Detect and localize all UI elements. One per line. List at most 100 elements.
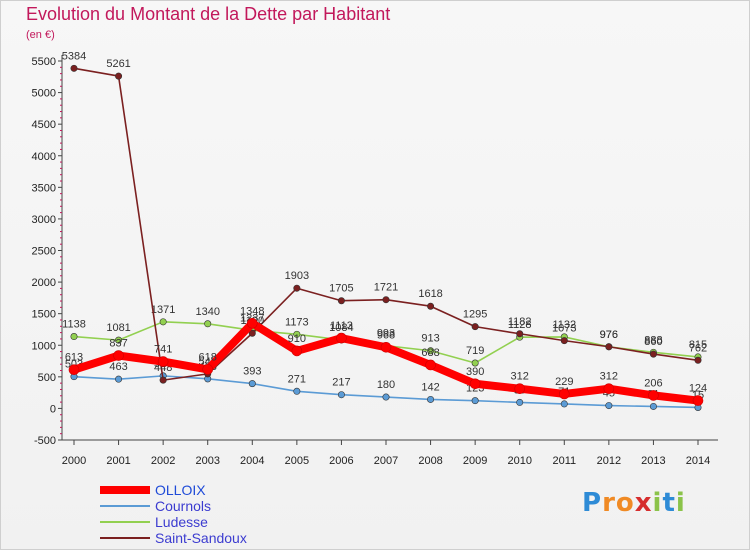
data-label-saint-sandoux-14: 762	[689, 342, 707, 354]
data-label-ludesse-11: 1132	[552, 319, 576, 331]
point-saint-sandoux-11	[560, 337, 568, 345]
data-label-olloix-4: 1348	[240, 305, 264, 317]
data-label-ludesse-3: 1340	[195, 306, 219, 318]
point-saint-sandoux-4	[248, 329, 256, 337]
point-olloix-1	[113, 350, 124, 361]
data-label-ludesse-10: 1128	[508, 319, 532, 331]
data-label-ludesse-0: 1138	[62, 319, 86, 331]
point-olloix-4	[246, 317, 258, 329]
data-label-olloix-5: 910	[288, 333, 306, 345]
data-label-saint-sandoux-0: 5384	[62, 50, 86, 62]
point-olloix-2	[157, 356, 169, 367]
data-label-saint-sandoux-5: 1903	[285, 270, 309, 282]
x-tick-label-4: 2004	[240, 455, 264, 467]
point-cournols-1	[115, 375, 123, 383]
data-label-saint-sandoux-1: 5261	[106, 58, 130, 70]
data-label-cournols-1: 463	[109, 361, 127, 373]
data-label-olloix-1: 837	[109, 338, 127, 350]
chart-title: Evolution du Montant de la Dette par Hab…	[26, 4, 391, 24]
data-label-cournols-4: 393	[243, 366, 261, 378]
data-label-cournols-6: 217	[332, 377, 350, 389]
legend-label-olloix: OLLOIX	[155, 482, 206, 498]
point-saint-sandoux-8	[427, 302, 435, 310]
x-tick-label-2: 2002	[151, 455, 175, 467]
point-cournols-4	[248, 380, 256, 388]
legend-swatch-olloix	[100, 486, 150, 494]
legend-item-saint-sandoux: Saint-Sandoux	[100, 530, 320, 546]
data-label-saint-sandoux-12: 976	[600, 329, 618, 341]
x-tick-label-6: 2006	[329, 455, 353, 467]
point-olloix-6	[336, 332, 347, 344]
data-label-ludesse-9: 719	[466, 345, 484, 357]
point-cournols-12	[605, 402, 613, 410]
x-tick-label-11: 2011	[552, 455, 576, 467]
legend-label-cournols: Cournols	[155, 498, 212, 514]
data-label-olloix-9: 390	[466, 366, 484, 378]
point-olloix-11	[558, 388, 570, 400]
point-saint-sandoux-6	[337, 297, 345, 305]
legend-swatch-saint-sandoux	[100, 537, 150, 539]
data-label-saint-sandoux-10: 1182	[508, 316, 532, 328]
data-label-olloix-0: 613	[65, 352, 83, 364]
legend-swatch-ludesse	[100, 521, 150, 523]
data-label-saint-sandoux-13: 860	[644, 336, 662, 348]
chart-subtitle: (en €)	[26, 29, 55, 41]
x-tick-label-9: 2009	[463, 455, 487, 467]
x-tick-label-3: 2003	[195, 455, 219, 467]
point-ludesse-5	[293, 330, 301, 338]
point-saint-sandoux-12	[605, 343, 613, 351]
point-ludesse-8	[427, 347, 435, 355]
point-olloix-7	[380, 341, 392, 353]
legend-item-olloix: OLLOIX	[100, 482, 320, 498]
data-label-cournols-7: 180	[377, 379, 395, 391]
data-label-cournols-8: 142	[421, 381, 439, 393]
data-label-cournols-5: 271	[288, 373, 306, 385]
y-tick-label-0: -500	[34, 435, 56, 447]
point-olloix-10	[514, 383, 526, 395]
point-olloix-5	[291, 345, 303, 357]
y-tick-label-12: 5500	[32, 56, 56, 68]
data-label-ludesse-2: 1371	[151, 304, 175, 316]
point-ludesse-1	[115, 336, 123, 344]
point-cournols-7	[382, 393, 390, 401]
y-tick-label-3: 1000	[32, 340, 56, 352]
point-cournols-8	[427, 395, 435, 403]
x-tick-label-8: 2008	[418, 455, 442, 467]
data-label-saint-sandoux-6: 1705	[329, 283, 353, 295]
y-tick-label-11: 5000	[32, 88, 56, 100]
x-tick-label-12: 2012	[597, 455, 621, 467]
x-tick-label-7: 2007	[374, 455, 398, 467]
data-label-olloix-12: 312	[600, 371, 618, 383]
data-label-olloix-13: 206	[644, 377, 662, 389]
point-olloix-9	[469, 378, 481, 390]
point-olloix-13	[648, 390, 659, 401]
data-label-ludesse-14: 815	[689, 339, 707, 351]
proxiti-logo: Proxiti	[582, 488, 686, 518]
point-cournols-9	[471, 397, 479, 405]
y-tick-label-2: 500	[38, 372, 56, 384]
logo-letter: o	[615, 488, 635, 518]
data-label-saint-sandoux-7: 1721	[374, 282, 398, 294]
y-tick-label-4: 1500	[32, 309, 56, 321]
point-saint-sandoux-13	[649, 350, 657, 358]
data-label-ludesse-6: 1084	[329, 322, 353, 334]
legend-label-saint-sandoux: Saint-Sandoux	[155, 530, 247, 546]
data-label-olloix-8: 688	[421, 347, 439, 359]
point-olloix-12	[603, 383, 615, 395]
point-olloix-14	[692, 395, 704, 406]
y-tick-label-7: 3000	[32, 214, 56, 226]
legend-item-cournols: Cournols	[100, 498, 320, 514]
logo-letter: i	[652, 488, 663, 518]
point-cournols-10	[516, 398, 524, 406]
point-cournols-5	[293, 387, 301, 395]
y-tick-label-1: 0	[50, 403, 56, 415]
point-cournols-6	[337, 391, 345, 399]
legend-swatch-cournols	[100, 505, 150, 507]
legend-label-ludesse: Ludesse	[155, 514, 208, 530]
y-tick-label-9: 4000	[32, 151, 56, 163]
x-tick-label-5: 2005	[285, 455, 309, 467]
legend-item-ludesse: Ludesse	[100, 514, 320, 530]
point-ludesse-0	[70, 333, 78, 341]
logo-letter: i	[675, 488, 686, 518]
